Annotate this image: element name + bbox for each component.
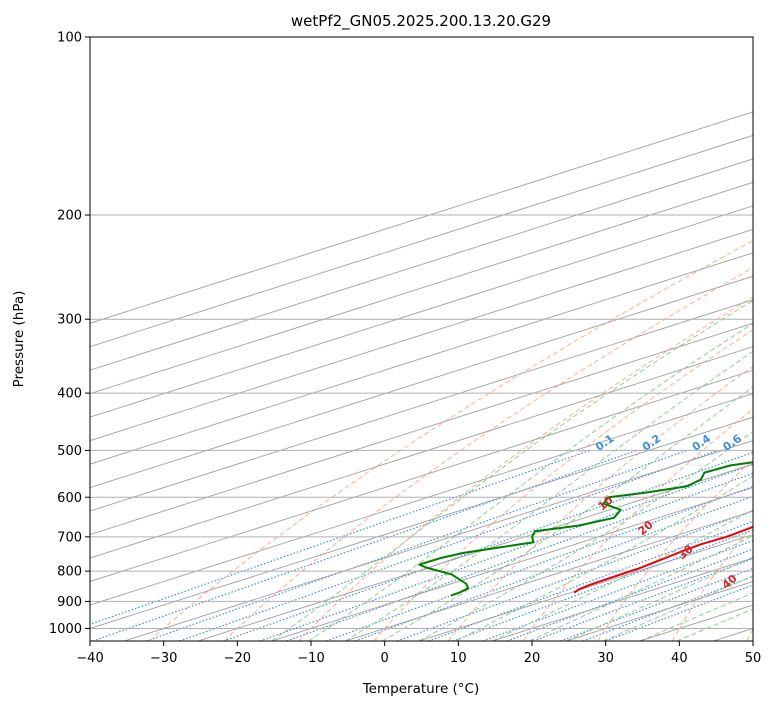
y-tick-label: 900 — [57, 595, 82, 610]
moist-adiabat — [602, 575, 753, 641]
pressure-gridlines — [90, 37, 753, 629]
x-tick-label: 20 — [524, 651, 541, 666]
dry-adiabats — [149, 240, 753, 641]
isotherm-line — [90, 228, 753, 442]
mixing-ratio-line — [223, 451, 753, 641]
plot-frame — [89, 36, 754, 642]
mixing-ratio-line — [92, 449, 638, 641]
x-tick-label: −20 — [224, 651, 251, 666]
isotherm-line — [124, 440, 753, 641]
isotherm-line — [418, 534, 753, 641]
mixing-ratio-line — [452, 529, 753, 641]
dry-adiabat — [447, 365, 753, 641]
dry-adiabat — [522, 408, 753, 641]
y-tick-label: 300 — [57, 313, 82, 328]
mixing-ratio-line — [396, 510, 753, 641]
profile-series — [418, 461, 753, 597]
isotherm-line — [90, 158, 753, 371]
moist-adiabat — [308, 322, 753, 641]
y-tick-label: 1000 — [49, 622, 82, 637]
dewpoint-line — [418, 461, 753, 597]
isotherm-line — [90, 322, 753, 536]
isotherm-lines — [90, 111, 753, 641]
dry-adiabat — [298, 296, 753, 641]
y-tick-label: 500 — [57, 444, 82, 459]
dry-adiabat — [373, 329, 753, 641]
isotherm-line — [90, 299, 753, 512]
x-tick-label: 0 — [381, 651, 389, 666]
isotherm-line — [90, 275, 753, 489]
mixing-ratio-line — [482, 539, 753, 641]
dry-adiabat — [671, 524, 753, 641]
x-axis-label: Temperature (°C) — [362, 681, 480, 697]
x-tick-label: −10 — [297, 651, 324, 666]
y-tick-label: 100 — [57, 31, 82, 46]
isotherm-line — [90, 393, 753, 606]
isotherm-line — [197, 463, 753, 641]
isotherm-line — [90, 346, 753, 559]
y-tick-label: 400 — [57, 387, 82, 402]
x-tick-label: 40 — [671, 651, 688, 666]
y-tick-label: 800 — [57, 565, 82, 580]
isotherm-line — [90, 111, 753, 324]
temperature-line — [573, 525, 753, 594]
mixing-ratio-line — [179, 449, 718, 641]
moist-adiabat — [639, 592, 753, 641]
isotherm-line — [90, 205, 753, 418]
isotherm-line — [90, 416, 753, 629]
moist-adiabat — [529, 535, 753, 641]
moist-adiabat — [381, 386, 753, 641]
moist-adiabat — [492, 509, 753, 641]
isotherm-line — [345, 510, 753, 641]
mixing-ratio-line — [286, 472, 753, 641]
x-axis-ticks: −40 −30 −20 −10 0 10 20 30 40 50 — [76, 641, 761, 666]
isotherm-line — [90, 181, 753, 395]
plot-area: -100-90-80-70-60-50-40-30-20-100.10.20.4… — [90, 37, 753, 641]
mixing-ratio-line — [146, 449, 688, 641]
isotherm-line — [90, 252, 753, 465]
chart-title: wetPf2_GN05.2025.200.13.20.G29 — [291, 12, 551, 31]
x-tick-label: 50 — [745, 651, 762, 666]
dry-adiabat — [223, 267, 753, 641]
isotherm-line — [271, 487, 753, 641]
x-tick-label: 30 — [597, 651, 614, 666]
y-axis-ticks: 100 200 300 400 500 600 700 800 900 1000 — [49, 31, 90, 637]
y-tick-label: 700 — [57, 530, 82, 545]
mixing-ratio-line — [427, 520, 753, 641]
mixing-ratio-lines — [90, 449, 753, 641]
x-tick-label: 10 — [450, 651, 467, 666]
isotherm-line — [90, 369, 753, 582]
moist-adiabat — [345, 350, 753, 641]
y-tick-label: 200 — [57, 209, 82, 224]
x-tick-label: −40 — [76, 651, 103, 666]
x-tick-label: −30 — [150, 651, 177, 666]
moist-adiabat — [455, 475, 753, 641]
y-axis-label: Pressure (hPa) — [11, 291, 27, 388]
isotherm-line — [90, 134, 753, 348]
y-tick-label: 600 — [57, 491, 82, 506]
